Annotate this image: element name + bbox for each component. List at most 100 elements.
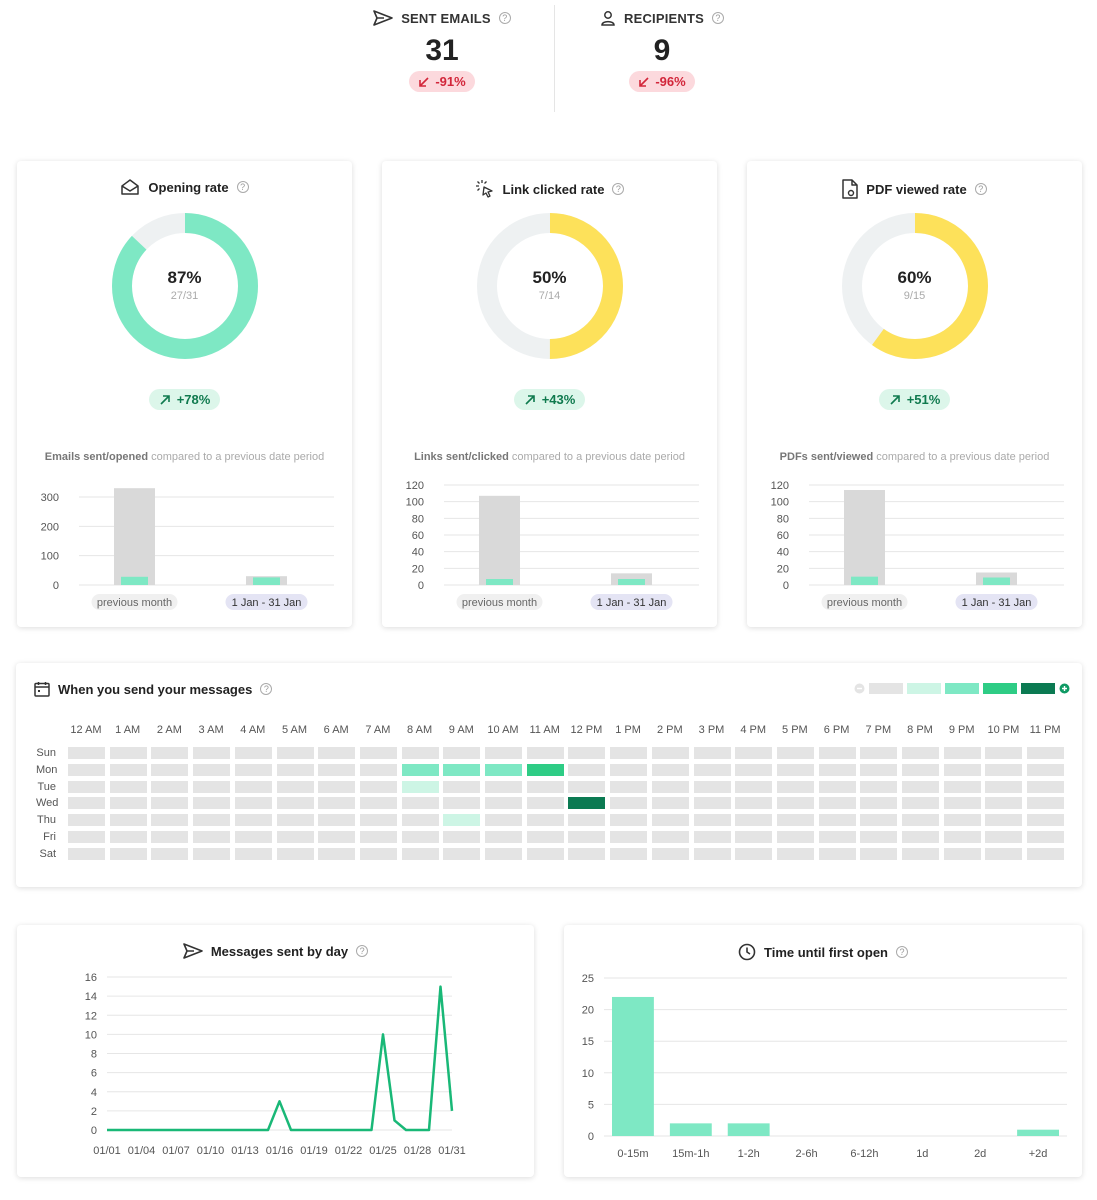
heatmap-cell[interactable] (443, 780, 481, 793)
heatmap-cell[interactable] (735, 847, 773, 860)
heatmap-cell[interactable] (902, 763, 939, 776)
heatmap-cell[interactable] (902, 797, 939, 810)
heatmap-cell[interactable] (68, 797, 105, 810)
heatmap-cell[interactable] (193, 797, 231, 810)
heatmap-cell[interactable] (359, 763, 397, 776)
heatmap-cell[interactable] (526, 763, 564, 776)
heatmap-cell[interactable] (651, 797, 689, 810)
heatmap-cell[interactable] (276, 797, 314, 810)
heatmap-cell[interactable] (401, 797, 439, 810)
heatmap-cell[interactable] (568, 847, 606, 860)
heatmap-cell[interactable] (818, 747, 856, 759)
heatmap-cell[interactable] (985, 814, 1023, 827)
heatmap-cell[interactable] (151, 814, 189, 827)
heatmap-cell[interactable] (943, 747, 981, 759)
heatmap-cell[interactable] (485, 747, 522, 759)
heatmap-cell[interactable] (1027, 747, 1065, 759)
heatmap-cell[interactable] (568, 747, 606, 759)
heatmap-cell[interactable] (818, 763, 856, 776)
heatmap-cell[interactable] (860, 797, 898, 810)
heatmap-cell[interactable] (151, 847, 189, 860)
heatmap-cell[interactable] (651, 847, 689, 860)
help-icon[interactable]: ? (712, 12, 724, 24)
heatmap-cell[interactable] (234, 814, 272, 827)
heatmap-cell[interactable] (860, 814, 898, 827)
heatmap-cell[interactable] (693, 797, 731, 810)
heatmap-cell[interactable] (943, 780, 981, 793)
heatmap-cell[interactable] (526, 814, 564, 827)
heatmap-cell[interactable] (610, 814, 648, 827)
heatmap-cell[interactable] (568, 780, 606, 793)
heatmap-cell[interactable] (234, 831, 272, 843)
heatmap-cell[interactable] (943, 847, 981, 860)
heatmap-cell[interactable] (610, 831, 648, 843)
heatmap-cell[interactable] (109, 747, 147, 759)
heatmap-cell[interactable] (443, 847, 481, 860)
heatmap-cell[interactable] (276, 814, 314, 827)
heatmap-cell[interactable] (109, 763, 147, 776)
heatmap-cell[interactable] (109, 780, 147, 793)
help-icon[interactable]: ? (896, 946, 908, 958)
heatmap-cell[interactable] (1027, 814, 1065, 827)
heatmap-cell[interactable] (693, 763, 731, 776)
help-icon[interactable]: ? (498, 12, 511, 24)
heatmap-cell[interactable] (902, 847, 939, 860)
heatmap-cell[interactable] (526, 831, 564, 843)
heatmap-cell[interactable] (401, 847, 439, 860)
heatmap-cell[interactable] (902, 831, 939, 843)
heatmap-cell[interactable] (359, 831, 397, 843)
heatmap-cell[interactable] (151, 747, 189, 759)
heatmap-cell[interactable] (776, 763, 814, 776)
heatmap-cell[interactable] (776, 780, 814, 793)
heatmap-cell[interactable] (234, 797, 272, 810)
heatmap-cell[interactable] (485, 797, 522, 810)
heatmap-cell[interactable] (318, 847, 356, 860)
heatmap-cell[interactable] (193, 847, 231, 860)
heatmap-cell[interactable] (860, 831, 898, 843)
heatmap-cell[interactable] (401, 831, 439, 843)
heatmap-cell[interactable] (68, 831, 105, 843)
heatmap-cell[interactable] (818, 831, 856, 843)
heatmap-cell[interactable] (776, 797, 814, 810)
heatmap-cell[interactable] (776, 747, 814, 759)
heatmap-cell[interactable] (151, 797, 189, 810)
heatmap-cell[interactable] (651, 763, 689, 776)
heatmap-cell[interactable] (151, 780, 189, 793)
heatmap-cell[interactable] (109, 831, 147, 843)
heatmap-cell[interactable] (276, 747, 314, 759)
heatmap-cell[interactable] (985, 797, 1023, 810)
heatmap-cell[interactable] (401, 763, 439, 776)
plus-circle-icon[interactable] (1059, 683, 1070, 694)
heatmap-cell[interactable] (276, 763, 314, 776)
heatmap-cell[interactable] (318, 763, 356, 776)
heatmap-cell[interactable] (860, 847, 898, 860)
heatmap-cell[interactable] (485, 763, 522, 776)
heatmap-cell[interactable] (443, 747, 481, 759)
heatmap-cell[interactable] (985, 747, 1023, 759)
heatmap-cell[interactable] (276, 847, 314, 860)
heatmap-cell[interactable] (985, 780, 1023, 793)
heatmap-cell[interactable] (109, 814, 147, 827)
heatmap-cell[interactable] (193, 747, 231, 759)
heatmap-cell[interactable] (818, 847, 856, 860)
heatmap-cell[interactable] (860, 763, 898, 776)
heatmap-cell[interactable] (568, 814, 606, 827)
heatmap-cell[interactable] (860, 780, 898, 793)
heatmap-cell[interactable] (151, 763, 189, 776)
heatmap-cell[interactable] (151, 831, 189, 843)
heatmap-cell[interactable] (943, 814, 981, 827)
heatmap-cell[interactable] (401, 747, 439, 759)
heatmap-cell[interactable] (943, 763, 981, 776)
heatmap-cell[interactable] (526, 747, 564, 759)
heatmap-cell[interactable] (485, 814, 522, 827)
heatmap-cell[interactable] (735, 780, 773, 793)
heatmap-cell[interactable] (401, 780, 439, 793)
heatmap-cell[interactable] (234, 847, 272, 860)
heatmap-cell[interactable] (610, 747, 648, 759)
heatmap-cell[interactable] (193, 831, 231, 843)
heatmap-cell[interactable] (1027, 831, 1065, 843)
minus-circle-icon[interactable] (854, 683, 865, 694)
help-icon[interactable]: ? (260, 683, 273, 695)
heatmap-cell[interactable] (735, 831, 773, 843)
heatmap-cell[interactable] (68, 814, 105, 827)
